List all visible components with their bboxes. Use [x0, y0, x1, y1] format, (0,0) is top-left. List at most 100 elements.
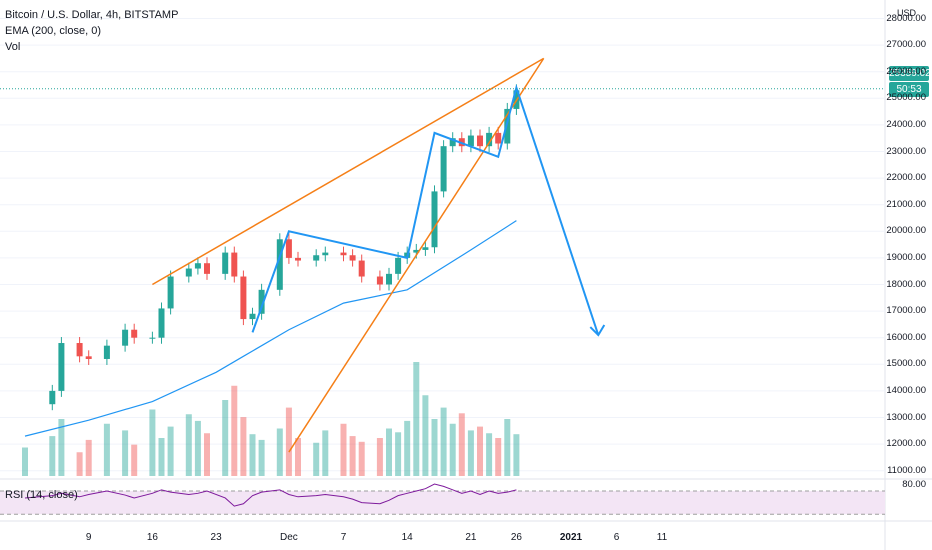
volume-bar	[440, 407, 447, 476]
candle	[222, 252, 229, 274]
candle	[76, 343, 83, 357]
volume-bar	[404, 420, 411, 476]
volume-bar	[240, 417, 247, 476]
time-axis-tick: 7	[340, 532, 347, 543]
time-axis-tick: 16	[146, 532, 158, 543]
candle	[204, 263, 210, 274]
candle	[58, 343, 65, 391]
candle	[185, 268, 192, 277]
candle	[395, 257, 402, 274]
volume-bar	[386, 428, 392, 476]
volume-bar	[376, 438, 383, 476]
candle	[167, 276, 174, 309]
rsi-band	[0, 491, 885, 515]
time-axis-tick: 23	[210, 532, 222, 543]
candle	[386, 273, 392, 285]
price-axis-tick: 15000.00	[886, 358, 926, 370]
price-axis-tick: 23000.00	[886, 145, 926, 157]
candle	[240, 276, 247, 320]
time-axis-tick: 2021	[559, 532, 583, 543]
rsi-label: RSI (14, close)	[5, 489, 78, 501]
volume-bar	[76, 452, 83, 476]
volume-bar	[513, 434, 520, 476]
volume-bar	[222, 400, 229, 476]
rsi-axis-tick: 80.00	[902, 479, 926, 491]
volume-bar	[103, 423, 110, 476]
volume-bar	[322, 430, 329, 476]
candle	[504, 108, 511, 144]
volume-bar	[295, 438, 301, 476]
volume-bar	[477, 426, 483, 476]
ema-line	[24, 220, 517, 437]
rsi-line	[24, 483, 517, 507]
volume-bar	[495, 438, 502, 476]
chart-legend: Bitcoin / U.S. Dollar, 4h, BITSTAMP EMA …	[5, 7, 178, 55]
candle	[103, 345, 110, 359]
price-axis-tick: 27000.00	[886, 39, 926, 51]
wedge-lower-line	[288, 57, 545, 453]
candle	[313, 255, 320, 261]
volume-bar	[276, 428, 283, 476]
ema-label: EMA (200, close, 0)	[5, 25, 101, 37]
price-axis-tick: 21000.00	[886, 198, 926, 210]
candle	[422, 247, 429, 250]
volume-bar	[486, 433, 493, 476]
volume-bar	[194, 420, 201, 476]
symbol-label: Bitcoin / U.S. Dollar, 4h, BITSTAMP	[5, 9, 179, 21]
candle	[322, 252, 329, 256]
volume-bar	[395, 432, 402, 476]
price-axis-tick: 19000.00	[886, 251, 926, 263]
candle	[194, 263, 201, 269]
volume-bar	[313, 442, 320, 476]
candle	[249, 313, 256, 320]
price-axis-tick: 25000.00	[886, 92, 926, 104]
candle	[477, 135, 483, 147]
volume-bar	[431, 419, 438, 476]
price-axis-tick: 26000.00	[886, 65, 926, 77]
candle	[231, 252, 238, 277]
candle	[122, 329, 129, 346]
candle	[440, 146, 447, 192]
volume-bar	[122, 430, 129, 476]
volume-bar	[149, 409, 156, 476]
candle	[285, 239, 292, 258]
volume-bar	[349, 436, 356, 476]
price-axis-tick: 22000.00	[886, 172, 926, 184]
candle	[449, 138, 456, 147]
candle	[295, 257, 301, 261]
price-axis-tick: 18000.00	[886, 278, 926, 290]
candle	[49, 390, 56, 405]
volume-bar	[258, 439, 265, 476]
volume-bar	[185, 414, 192, 476]
volume-bar	[131, 444, 138, 476]
candle	[358, 260, 365, 277]
volume-bar	[449, 423, 456, 476]
volume-bar	[158, 438, 165, 476]
volume-bar	[504, 419, 511, 476]
volume-bar	[422, 395, 429, 476]
price-axis-tick: 14000.00	[886, 384, 926, 396]
candle	[131, 329, 138, 338]
volume-bar	[358, 441, 365, 476]
candle	[340, 252, 347, 256]
price-axis-tick: 11000.00	[887, 464, 926, 476]
bar-countdown-tag: 50:53	[889, 82, 929, 97]
time-axis-tick: 9	[85, 532, 92, 543]
volume-bar	[249, 434, 256, 476]
volume-bar	[285, 407, 292, 476]
price-axis-tick: 12000.00	[886, 438, 926, 450]
candle	[349, 255, 356, 261]
candle	[149, 337, 156, 339]
volume-bar	[167, 426, 174, 476]
arrowhead	[589, 324, 606, 337]
time-axis-tick: 11	[656, 532, 668, 543]
time-axis-tick: Dec	[279, 532, 298, 543]
volume-bar	[204, 433, 210, 476]
candle	[486, 132, 493, 147]
volume-bar	[467, 430, 474, 476]
candle	[376, 276, 383, 285]
pattern-path-line	[251, 84, 600, 336]
price-axis-tick: 16000.00	[886, 331, 926, 343]
volume-bar	[49, 436, 56, 476]
